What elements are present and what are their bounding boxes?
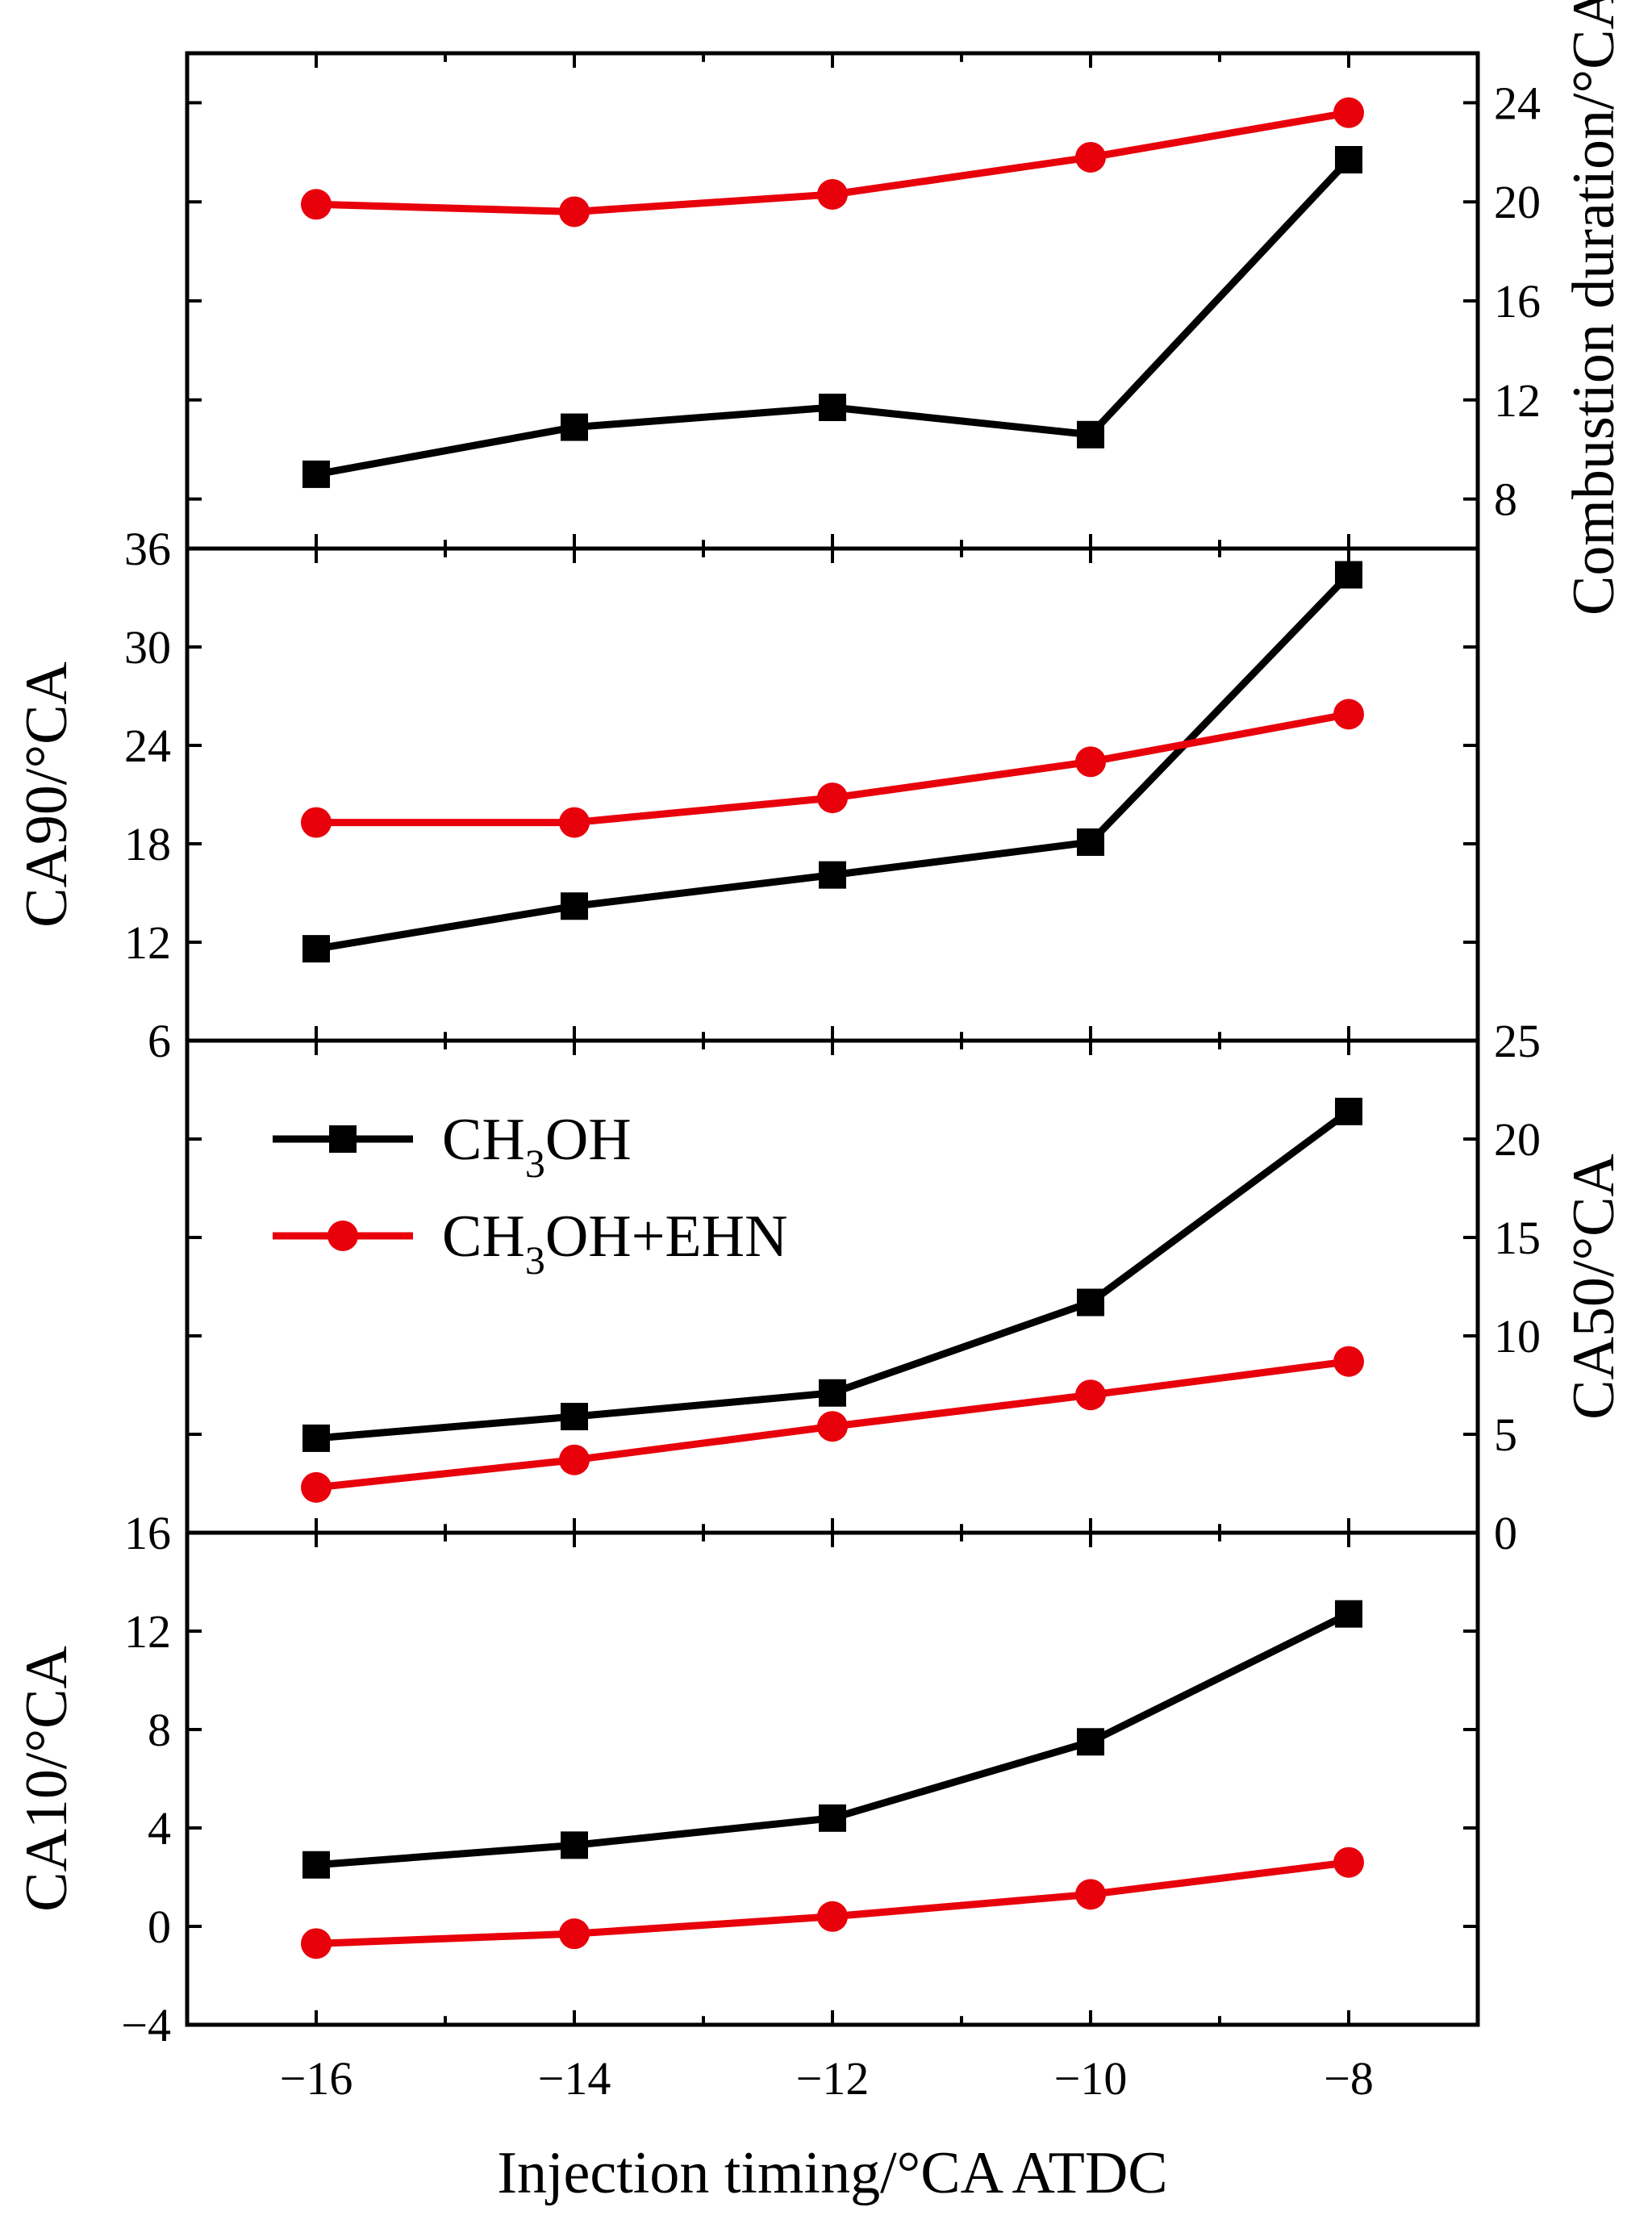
point-ch3oh [561,892,588,920]
point-ch3oh_ehn [559,1918,590,1950]
ylabel-ca50: CA50/°CA [1561,1154,1627,1420]
ytick-label: 20 [1494,176,1541,228]
point-ch3oh_ehn [301,1928,332,1959]
ytick-label: 6 [148,1015,171,1067]
ytick-label: 0 [148,1901,171,1953]
point-ch3oh_ehn [817,178,848,210]
xtick-label: −16 [280,2052,353,2105]
axis-labels: 8 12 16 20 24 Combustion duration/°CA 6 12 18 24 3… [14,0,1627,2206]
ytick-label: 36 [124,523,171,575]
ylabel-combustion-duration: Combustion duration/°CA [1561,0,1627,616]
panel-frame-combustion-duration [185,51,1480,551]
point-ch3oh_ehn [817,1901,848,1932]
ytick-label: 18 [124,818,171,870]
point-ch3oh [302,1851,330,1879]
point-ch3oh [1077,1728,1104,1756]
point-ch3oh [1335,561,1362,589]
point-ch3oh_ehn [1333,97,1364,128]
ylabel-ca90: CA90/°CA [14,661,80,928]
xtick-label: −10 [1054,2052,1128,2105]
point-ch3oh [561,1831,588,1859]
point-ch3oh_ehn [301,189,332,220]
axis-ticks [187,53,1478,2026]
point-ch3oh_ehn [817,782,848,814]
xtick-label: −8 [1324,2052,1374,2105]
point-ch3oh [1335,1600,1362,1628]
point-ch3oh [302,1424,330,1452]
ytick-label: 16 [1494,275,1541,328]
legend-label: CH3OH+EHN [442,1204,788,1283]
point-ch3oh_ehn [559,196,590,227]
point-ch3oh [819,394,846,422]
point-ch3oh [819,1379,846,1407]
xlabel: Injection timing/°CA ATDC [497,2140,1167,2206]
legend: CH3OH CH3OH+EHN [273,1107,788,1283]
series-line-ch3oh-ca90 [315,572,1352,953]
point-ch3oh [819,1804,846,1832]
ytick-label: 8 [148,1704,171,1756]
point-ch3oh_ehn [1333,1346,1364,1377]
ytick-label: 30 [124,621,171,674]
legend-marker-circle [327,1221,358,1251]
point-ch3oh [1077,828,1104,856]
point-ch3oh_ehn [1075,1879,1106,1910]
point-ch3oh_ehn [559,1444,590,1475]
point-ch3oh [819,861,846,889]
point-ch3oh_ehn [301,1471,332,1503]
ytick-label: 12 [124,1605,171,1658]
point-ch3oh_ehn [559,807,590,838]
point-ch3oh [1335,1097,1362,1125]
point-ch3oh [302,935,330,963]
point-ch3oh [561,1403,588,1431]
legend-marker-square [329,1125,357,1153]
point-ch3oh [1077,420,1104,449]
legend-label: CH3OH [442,1107,632,1186]
point-ch3oh_ehn [1333,699,1364,730]
xtick-label: −14 [538,2052,611,2105]
ytick-label: 10 [1494,1310,1541,1362]
ylabel-ca10: CA10/°CA [14,1646,80,1912]
point-ch3oh [1335,146,1362,174]
point-ch3oh_ehn [817,1411,848,1442]
ytick-label: 5 [1494,1408,1517,1461]
point-ch3oh_ehn [1075,1379,1106,1411]
xtick-label: −12 [796,2052,870,2105]
point-ch3oh [302,460,330,488]
point-ch3oh_ehn [1075,141,1106,173]
ytick-label: 24 [124,720,171,772]
ytick-label: 12 [1494,374,1541,427]
ytick-label: 8 [1494,474,1517,526]
ytick-label: 15 [1494,1212,1541,1264]
point-ch3oh [1077,1288,1104,1317]
point-ch3oh [561,413,588,441]
point-ch3oh_ehn [301,807,332,838]
panel-frame-ca50 [185,1038,1480,1535]
point-ch3oh_ehn [1333,1847,1364,1878]
ytick-label: 4 [148,1802,171,1855]
ytick-label: 0 [1494,1507,1517,1559]
ytick-label: 12 [124,916,171,969]
panel-frame-ca10 [185,1530,1480,2027]
ytick-label: 16 [124,1507,171,1559]
data-series [301,97,1364,1959]
ytick-label: 25 [1494,1015,1541,1067]
point-ch3oh_ehn [1075,746,1106,778]
ytick-label: 20 [1494,1113,1541,1166]
ytick-label: −4 [121,1999,171,2051]
ytick-label: 24 [1494,77,1541,129]
